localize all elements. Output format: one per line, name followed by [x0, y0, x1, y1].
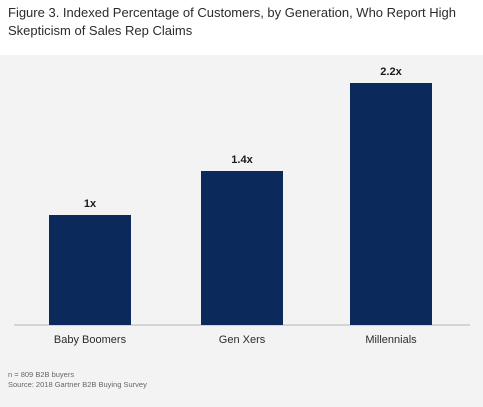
x-tick-label: Baby Boomers [54, 334, 127, 346]
x-tick-label: Gen Xers [219, 334, 266, 346]
sample-size-footnote: n = 809 B2B buyers [8, 370, 75, 379]
x-tick-label: Millennials [365, 334, 417, 346]
bars-group: 1x Baby Boomers 1.4x Gen Xers 2.2x Millennial… [49, 66, 432, 346]
bar-millennials [350, 83, 432, 325]
bar-baby-boomers [49, 215, 131, 325]
data-label: 2.2x [380, 66, 402, 78]
source-footnote: Source: 2018 Gartner B2B Buying Survey [8, 380, 147, 389]
chart-title: Figure 3. Indexed Percentage of Customer… [8, 5, 457, 38]
chart-panel: 1x Baby Boomers 1.4x Gen Xers 2.2x Millennial… [0, 55, 483, 407]
data-label: 1x [84, 198, 97, 210]
bar-chart: 1x Baby Boomers 1.4x Gen Xers 2.2x Millennial… [14, 66, 470, 346]
bar-gen-xers [201, 171, 283, 325]
data-label: 1.4x [231, 154, 253, 166]
